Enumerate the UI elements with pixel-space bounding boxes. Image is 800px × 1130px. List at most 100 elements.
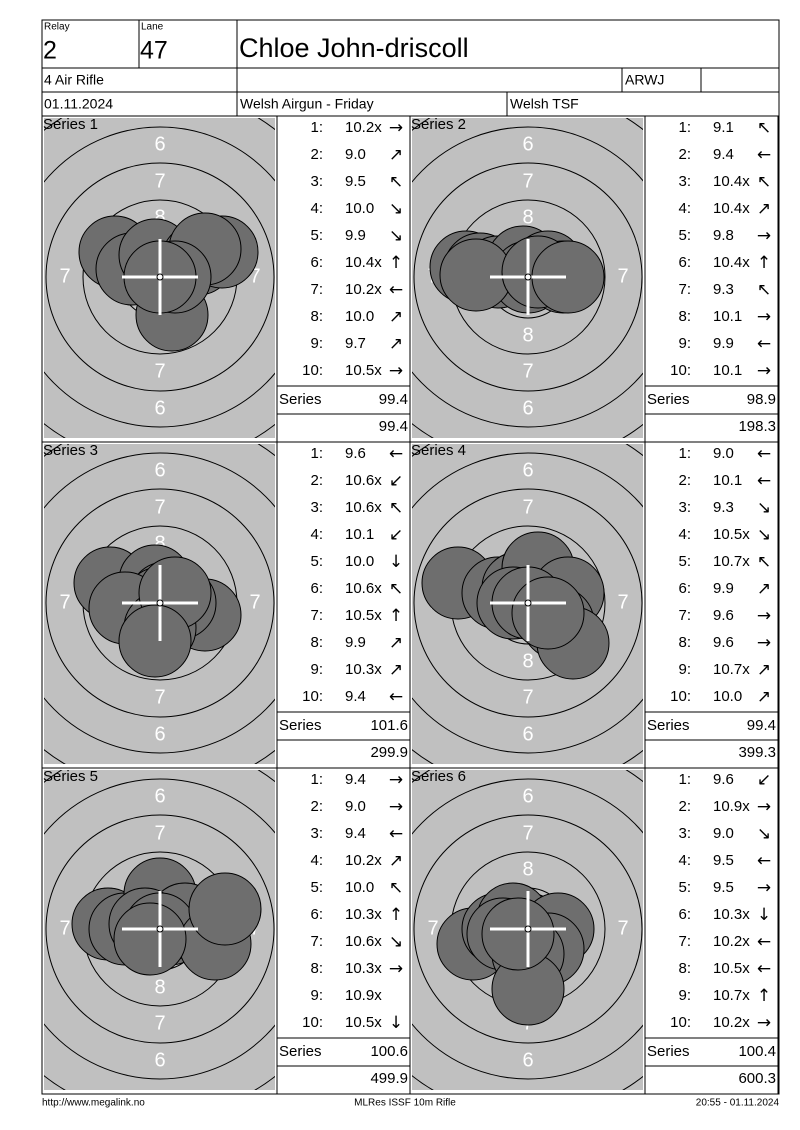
shot-direction: ↘: [389, 932, 403, 952]
target: 66777788: [44, 770, 275, 1090]
shot-score: 9.3: [713, 281, 734, 298]
shot-number: 4:: [678, 852, 691, 869]
shot-direction: →: [757, 878, 771, 898]
ring-label: 6: [154, 459, 165, 481]
shot-direction: ↗: [757, 660, 771, 680]
shot-score: 9.5: [713, 879, 734, 896]
shot-number: 10:: [670, 362, 691, 379]
shot-number: 1:: [310, 445, 323, 462]
shot-score: 10.5x: [713, 960, 750, 977]
shot-direction: ↙: [389, 471, 403, 491]
shot-score: 9.5: [713, 852, 734, 869]
relay-label: Relay: [44, 22, 70, 33]
ring-label: 6: [154, 397, 165, 419]
lane-label: Lane: [141, 22, 164, 33]
ring-label: 7: [522, 496, 533, 518]
shot-number: 6:: [310, 906, 323, 923]
shot-score: 9.6: [345, 445, 366, 462]
series-title: Series 5: [43, 768, 98, 785]
shot-number: 9:: [310, 661, 323, 678]
shot-number: 5:: [310, 553, 323, 570]
event: 4 Air Rifle: [44, 72, 104, 88]
series-block: 66777788Series 61:9.6↙2:10.9x→3:9.0↘4:9.…: [410, 767, 779, 1094]
shot-score: 10.3x: [345, 906, 382, 923]
crosshair-centre: [524, 925, 532, 933]
shot-number: 4:: [678, 526, 691, 543]
ring-label: 7: [249, 265, 260, 287]
ring-label: 6: [154, 133, 165, 155]
shot-score: 9.0: [713, 445, 734, 462]
shot-number: 5:: [310, 227, 323, 244]
shot-number: 3:: [678, 825, 691, 842]
crosshair-centre: [156, 925, 164, 933]
shot-direction: ↗: [389, 334, 403, 354]
shot-score: 10.0: [345, 879, 374, 896]
ring-label: 7: [617, 917, 628, 939]
cumulative-total: 499.9: [370, 1070, 408, 1087]
series-label: Series: [279, 717, 322, 734]
shot-score: 10.6x: [345, 933, 382, 950]
ring-label: 6: [522, 397, 533, 419]
shot-score: 10.3x: [345, 661, 382, 678]
cumulative-total: 198.3: [738, 418, 776, 435]
shot-number: 7:: [678, 281, 691, 298]
series-block: 66777788Series 11:10.2x→2:9.0↗3:9.5↖4:10…: [43, 116, 411, 442]
shot-direction: ↓: [389, 552, 403, 572]
series-title: Series 6: [411, 768, 466, 785]
ring-label: 7: [154, 496, 165, 518]
ring-label: 7: [522, 170, 533, 192]
shot-score: 10.0: [345, 308, 374, 325]
shot-direction: ↑: [389, 905, 403, 925]
shot-score: 10.6x: [345, 499, 382, 516]
series-title: Series 1: [43, 116, 98, 133]
shot-number: 2:: [310, 798, 323, 815]
shot-direction: ←: [389, 444, 403, 464]
shot-hole: [118, 604, 192, 678]
target-ring: [44, 452, 275, 754]
shot-score: 9.4: [345, 771, 366, 788]
shot-score: 9.7: [345, 335, 366, 352]
series-total: 98.9: [747, 391, 776, 408]
target-ring: [413, 488, 643, 718]
shot-direction: →: [389, 959, 403, 979]
target: 66777788: [412, 118, 643, 438]
series-total: 100.6: [370, 1043, 408, 1060]
series-title: Series 4: [411, 442, 466, 459]
shot-number: 4:: [310, 526, 323, 543]
shot-score: 10.4x: [713, 254, 750, 271]
shot-score: 9.4: [713, 146, 734, 163]
shot-number: 7:: [678, 607, 691, 624]
shot-score: 10.5x: [345, 1014, 382, 1031]
shot-number: 9:: [678, 987, 691, 1004]
ring-label: 8: [154, 532, 165, 554]
shot-direction: →: [389, 118, 403, 138]
shot-score: 10.2x: [345, 852, 382, 869]
shot-direction: →: [757, 307, 771, 327]
ring-label: 6: [154, 785, 165, 807]
shot-score: 10.5x: [345, 607, 382, 624]
shot-number: 10:: [302, 1014, 323, 1031]
shot-score: 10.4x: [345, 254, 382, 271]
ring-label: 6: [522, 1049, 533, 1071]
shot-score: 9.0: [345, 146, 366, 163]
ring-label: 7: [617, 265, 628, 287]
shot-score: 10.5x: [345, 362, 382, 379]
shot-number: 5:: [678, 553, 691, 570]
shot-score: 9.9: [713, 580, 734, 597]
target-ring: [44, 126, 275, 428]
shot-direction: ←: [389, 824, 403, 844]
shot-score: 10.9x: [713, 798, 750, 815]
shot-number: 8:: [678, 634, 691, 651]
shot-number: 2:: [678, 146, 691, 163]
shot-number: 6:: [678, 254, 691, 271]
shot-direction: ←: [757, 444, 771, 464]
shot-number: 7:: [310, 607, 323, 624]
competition: Welsh Airgun - Friday: [240, 96, 374, 112]
ring-label: 7: [154, 170, 165, 192]
header: Relay 2 Lane 47 Chloe John-driscoll 4 Ai…: [41, 19, 780, 117]
shot-score: 10.7x: [713, 987, 750, 1004]
shot-number: 2:: [310, 472, 323, 489]
shot-number: 9:: [678, 335, 691, 352]
shot-direction: ↘: [389, 199, 403, 219]
